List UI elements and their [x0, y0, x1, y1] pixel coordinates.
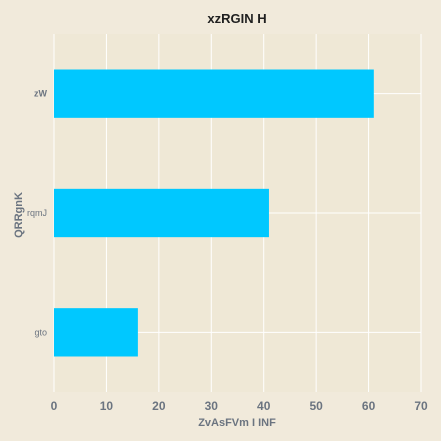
- y-tick-label: gto: [34, 327, 47, 337]
- y-tick-label: rqmJ: [27, 208, 47, 218]
- x-axis-label: ZvAsFVm I INF: [198, 417, 276, 429]
- bar-gto: [54, 308, 138, 357]
- y-tick-label: zW: [34, 89, 48, 99]
- x-tick-label: 0: [51, 399, 58, 413]
- bar-zw: [54, 69, 374, 118]
- x-axis-ticks: 0 10 20 30 40 50 60 70: [51, 399, 428, 413]
- x-tick-label: 10: [100, 399, 114, 413]
- x-tick-label: 40: [257, 399, 271, 413]
- x-tick-label: 20: [152, 399, 166, 413]
- bar-rqmj: [54, 188, 269, 238]
- chart-title: xzRGIN H: [207, 11, 266, 26]
- x-tick-label: 50: [309, 399, 323, 413]
- x-tick-label: 30: [205, 399, 219, 413]
- y-axis-ticks: zW rqmJ gto: [27, 89, 48, 338]
- bars: [54, 69, 374, 357]
- y-axis-label: QRRgnK: [13, 192, 25, 238]
- x-tick-label: 70: [414, 399, 428, 413]
- x-tick-label: 60: [362, 399, 376, 413]
